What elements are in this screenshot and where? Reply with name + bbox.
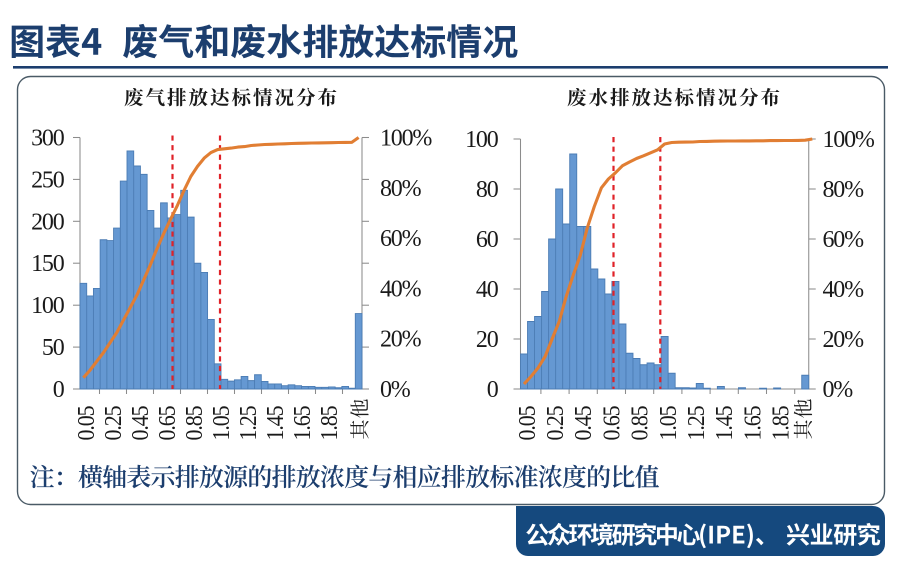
svg-text:80%: 80% <box>823 177 865 203</box>
svg-text:0.25: 0.25 <box>101 405 127 440</box>
svg-text:100: 100 <box>31 293 65 319</box>
svg-text:0.45: 0.45 <box>128 405 154 440</box>
svg-text:80%: 80% <box>380 176 422 202</box>
svg-text:1.45: 1.45 <box>263 405 289 440</box>
svg-text:1.65: 1.65 <box>740 405 766 440</box>
svg-text:0%: 0% <box>380 377 411 403</box>
svg-text:1.25: 1.25 <box>236 405 262 440</box>
svg-text:200: 200 <box>31 209 65 235</box>
svg-text:250: 250 <box>31 167 65 193</box>
svg-text:100: 100 <box>465 127 499 153</box>
svg-text:100%: 100% <box>380 126 432 152</box>
svg-text:1.45: 1.45 <box>712 405 738 440</box>
svg-text:0.45: 0.45 <box>571 405 597 440</box>
svg-text:20%: 20% <box>823 327 865 353</box>
svg-text:60%: 60% <box>823 227 865 253</box>
svg-text:0.05: 0.05 <box>515 405 541 440</box>
svg-text:1.05: 1.05 <box>656 405 682 440</box>
svg-text:20: 20 <box>476 327 499 353</box>
svg-text:0%: 0% <box>823 377 854 403</box>
svg-text:1.85: 1.85 <box>769 405 795 440</box>
svg-text:0.65: 0.65 <box>155 405 181 440</box>
svg-text:0: 0 <box>53 377 65 403</box>
svg-text:0.25: 0.25 <box>543 405 569 440</box>
svg-text:100%: 100% <box>823 127 875 153</box>
svg-text:50: 50 <box>42 335 65 361</box>
svg-text:1.25: 1.25 <box>684 405 710 440</box>
svg-text:60: 60 <box>476 227 499 253</box>
svg-text:40%: 40% <box>380 276 422 302</box>
svg-text:0.05: 0.05 <box>74 405 100 440</box>
svg-text:0.65: 0.65 <box>599 405 625 440</box>
svg-text:0: 0 <box>487 377 499 403</box>
svg-text:0.85: 0.85 <box>628 405 654 440</box>
svg-text:80: 80 <box>476 177 499 203</box>
svg-text:20%: 20% <box>380 327 422 353</box>
svg-text:1.85: 1.85 <box>317 405 343 440</box>
svg-text:150: 150 <box>31 251 65 277</box>
svg-text:40%: 40% <box>823 277 865 303</box>
svg-text:1.65: 1.65 <box>290 405 316 440</box>
svg-text:0.85: 0.85 <box>182 405 208 440</box>
svg-text:1.05: 1.05 <box>209 405 235 440</box>
svg-text:300: 300 <box>31 126 65 152</box>
svg-text:40: 40 <box>476 277 499 303</box>
svg-text:60%: 60% <box>380 226 422 252</box>
